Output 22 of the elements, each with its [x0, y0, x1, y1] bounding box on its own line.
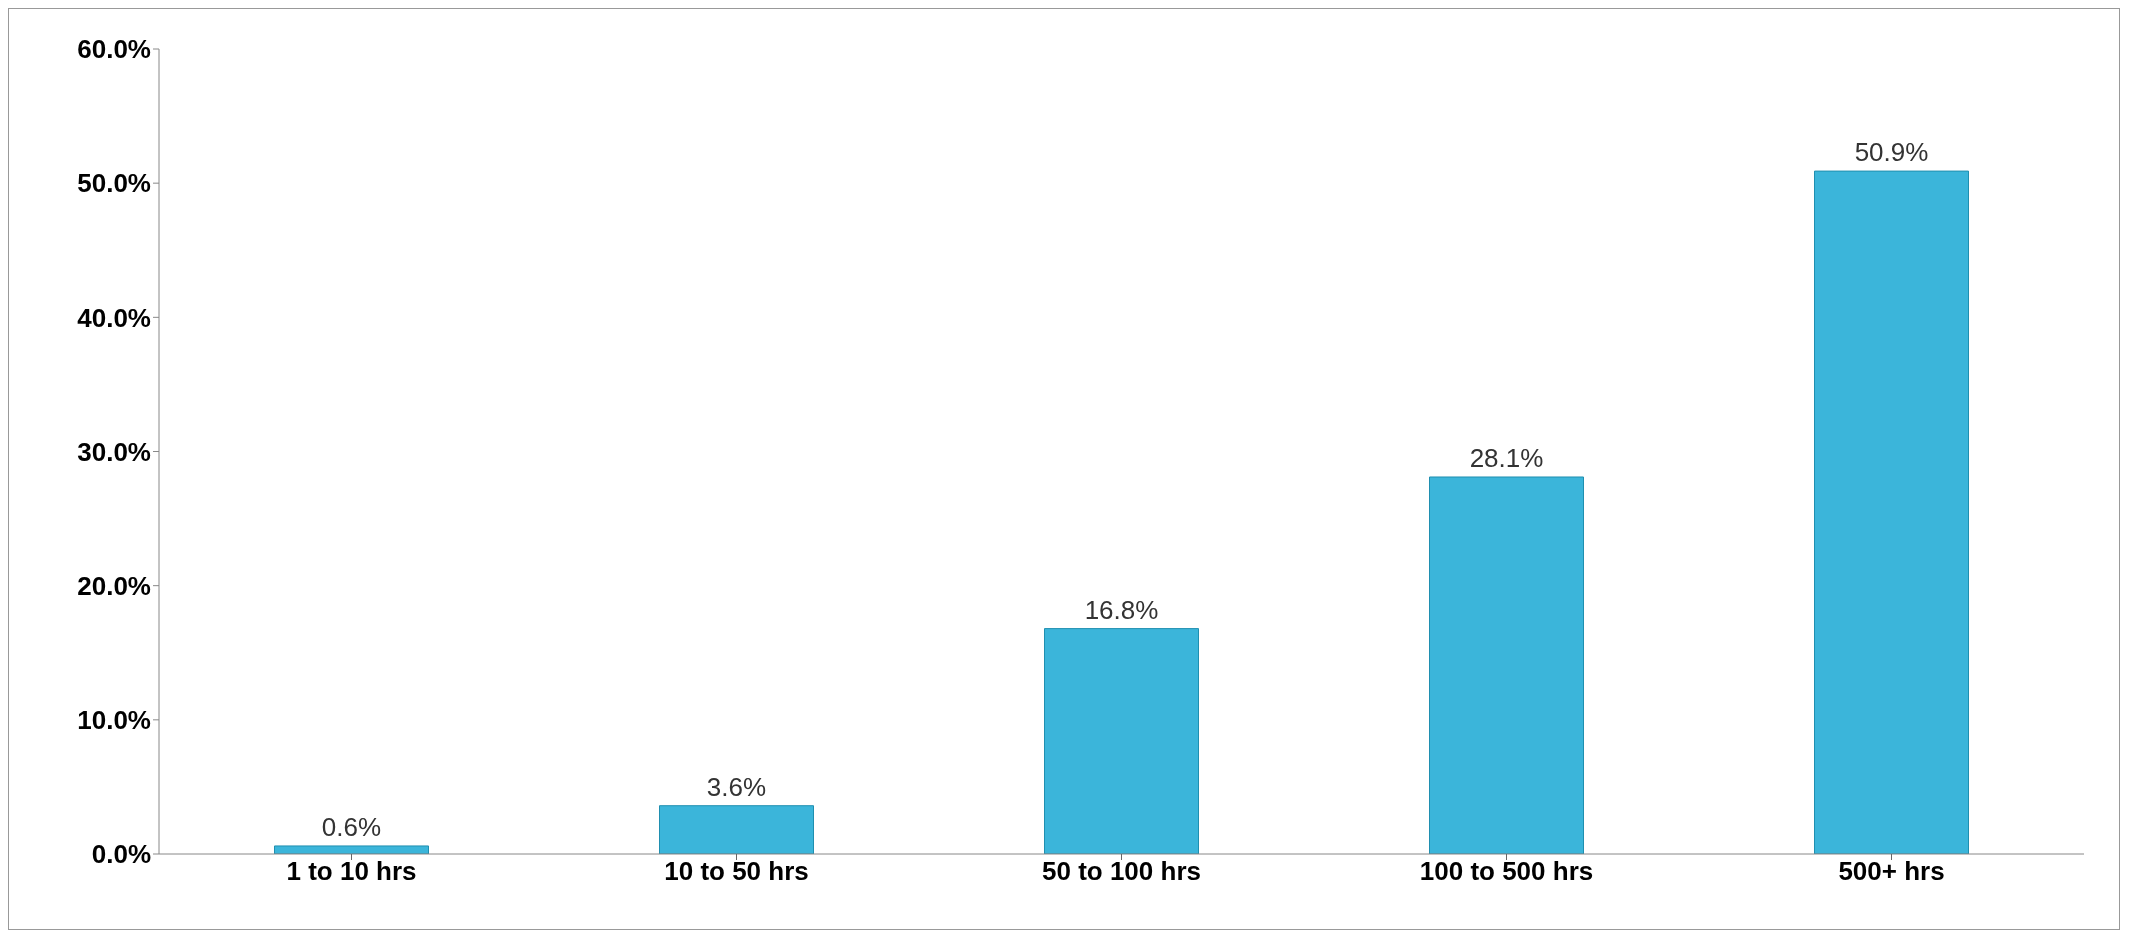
data-label: 28.1% — [1469, 442, 1544, 473]
y-tick-label: 40.0% — [77, 302, 151, 333]
y-tick-label: 60.0% — [77, 34, 151, 65]
x-tick-label: 100 to 500 hrs — [1419, 856, 1594, 887]
bar — [1814, 170, 1969, 854]
y-tick-label: 30.0% — [77, 436, 151, 467]
data-label: 50.9% — [1854, 137, 1929, 168]
x-tick-label: 50 to 100 hrs — [1042, 856, 1201, 887]
data-label: 16.8% — [1084, 594, 1159, 625]
y-tick-label: 0.0% — [91, 839, 151, 870]
bar — [1429, 476, 1584, 854]
bar — [274, 845, 429, 854]
y-tick-label: 10.0% — [77, 705, 151, 736]
x-tick-label: 1 to 10 hrs — [286, 856, 417, 887]
bar — [659, 805, 814, 854]
y-tick-label: 20.0% — [77, 570, 151, 601]
data-label: 0.6% — [321, 811, 382, 842]
bar — [1044, 628, 1199, 854]
y-tick-label: 50.0% — [77, 168, 151, 199]
x-tick-label: 500+ hrs — [1838, 856, 1945, 887]
data-label: 3.6% — [706, 771, 767, 802]
x-tick-label: 10 to 50 hrs — [664, 856, 809, 887]
